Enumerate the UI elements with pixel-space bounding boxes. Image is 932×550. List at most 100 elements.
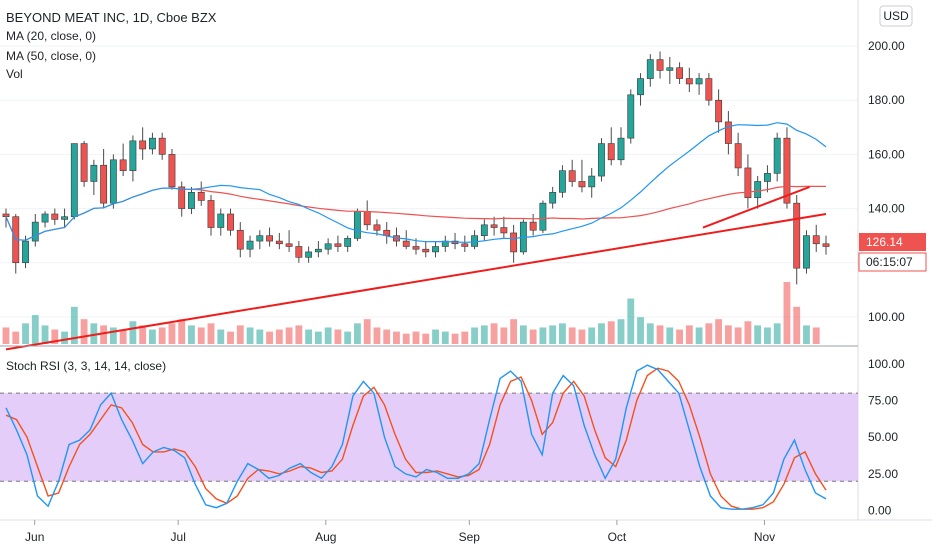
candle [149,132,156,155]
volume-bar [393,331,400,344]
vol-legend: Vol [6,67,23,81]
candle [285,230,293,252]
stoch-tick-label: 25.00 [868,467,898,481]
price-tick-label: 200.00 [868,39,905,53]
candle-body [734,143,742,169]
price-panel-bg [0,0,858,344]
candle-body [256,235,264,242]
candle-body [646,59,654,79]
candle [588,167,596,198]
volume-bar [295,325,303,344]
candle-body [139,140,147,150]
volume-bar [500,327,508,344]
volume-bar [510,319,518,344]
volume-bar [734,327,742,344]
candle [314,241,322,258]
candle-body [402,240,410,247]
stoch-tick-label: 0.00 [868,504,892,518]
candle [490,216,498,236]
volume-bar [559,323,566,344]
currency-button[interactable]: USD [879,5,913,27]
candle-body [617,137,625,161]
volume-bar [217,329,225,344]
candle [754,176,762,209]
candle [305,246,313,263]
candle-body [500,227,508,234]
volume-bar [197,327,205,344]
volume-bar [22,323,29,344]
candle-body [100,164,108,204]
candle-body [70,143,78,217]
volume-bar [539,327,547,344]
candle-body [334,243,342,247]
candle [627,89,635,144]
volume-bar [588,327,596,344]
volume-bar [529,329,537,344]
candle-body [207,200,215,228]
volume-bar [90,323,98,344]
volume-bar [149,329,156,344]
volume-bar [607,321,615,344]
time-tick-label: Aug [315,530,336,544]
volume-bar [256,329,264,344]
candle-body [324,243,332,250]
volume-bar [236,325,244,344]
last-price-value: 126.14 [866,235,903,249]
candle [793,195,801,285]
candle [803,230,810,274]
candle [617,127,625,166]
candle-body [275,240,283,245]
volume-bar [646,323,654,344]
candle-body [90,164,98,182]
time-axis[interactable]: Jun Jul Aug Sep Oct Nov [25,520,775,544]
volume-bar [764,327,771,344]
candle [539,200,547,233]
candle-body [80,143,88,182]
countdown-value: 06:15:07 [866,255,913,269]
candle [246,235,254,258]
candle [51,208,59,225]
volume-bar [51,329,59,344]
trendline[interactable] [702,185,810,229]
volume-bar [490,323,498,344]
volume-bar [402,333,410,344]
volume-bar [754,325,762,344]
ma20-legend: MA (20, close, 0) [6,29,96,43]
countdown-tag-bg [858,252,927,272]
volume-bar [627,298,635,344]
countdown-tag: 06:15:07 [858,252,927,272]
volume-bar [119,329,127,344]
candle [334,235,342,252]
candle [812,224,820,252]
candle-body [129,140,137,171]
candle-body [578,181,586,188]
candle-body [695,78,703,85]
candle [676,62,683,84]
volume-bar [383,329,391,344]
candle [197,181,205,206]
candle [734,132,742,177]
candle [607,127,615,166]
price-panel [0,0,858,351]
trendline[interactable] [5,212,827,351]
candle-body [744,167,752,199]
candle [422,241,430,258]
volume-bar [812,327,820,344]
volume-bar [441,331,449,344]
candle [217,208,225,236]
candle-body [676,67,683,79]
candle-body [217,213,225,228]
trendlines [5,185,827,351]
volume-bar [685,325,693,344]
volume-bar [2,327,10,344]
volume-bar [266,331,273,344]
volume-bar [656,325,664,344]
candle [168,148,176,190]
candle-body [724,121,732,144]
volume-bar [70,306,78,344]
candle [559,165,566,198]
volume-bar [80,319,88,344]
candle-body [607,143,615,161]
candle [510,224,518,263]
